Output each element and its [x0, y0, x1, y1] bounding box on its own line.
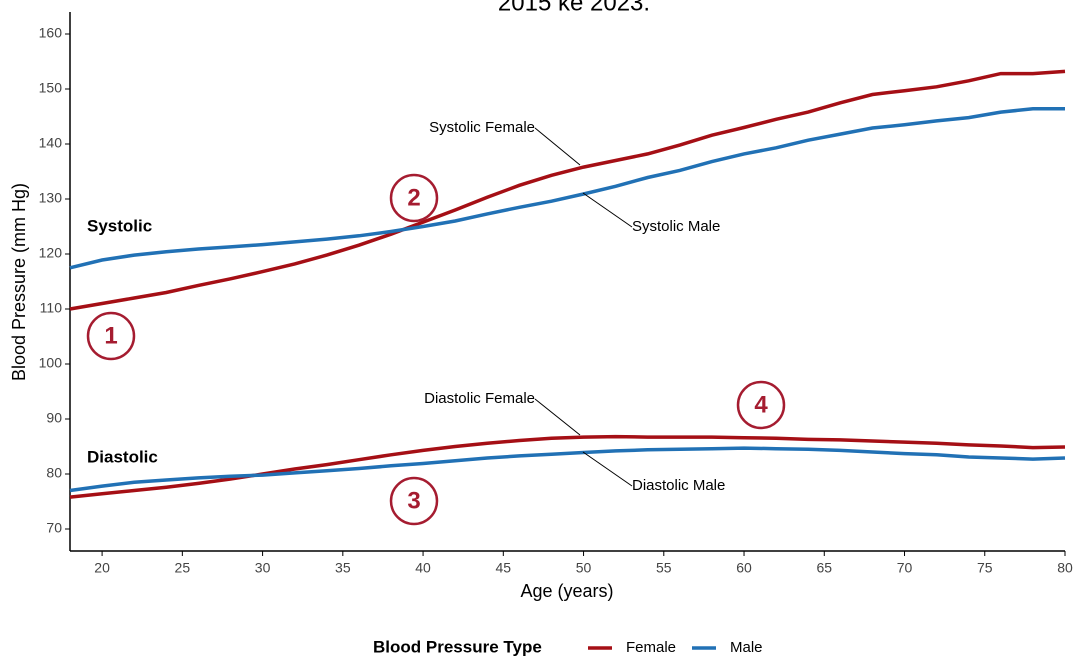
- leader-line: [582, 192, 633, 228]
- legend-label: Male: [730, 639, 763, 656]
- x-tick-label: 40: [415, 560, 431, 576]
- series-annotation: Diastolic Male: [632, 477, 725, 494]
- y-tick-label: 100: [39, 355, 63, 371]
- callout-circle: [86, 311, 136, 361]
- leader-line: [534, 127, 581, 166]
- legend-label: Female: [626, 639, 676, 656]
- x-tick-label: 65: [816, 560, 832, 576]
- x-tick-label: 60: [736, 560, 752, 576]
- x-tick-label: 55: [656, 560, 672, 576]
- x-tick-label: 70: [897, 560, 913, 576]
- chart-title: 2015 ke 2023.: [498, 0, 650, 16]
- callout-number: 1: [104, 322, 117, 349]
- y-tick-label: 160: [39, 25, 63, 41]
- x-tick-label: 75: [977, 560, 993, 576]
- leader-line: [534, 398, 581, 436]
- group-label: Systolic: [87, 216, 152, 235]
- y-tick-label: 140: [39, 135, 63, 151]
- series-annotation: Systolic Female: [429, 119, 535, 136]
- callout-circle: [389, 476, 439, 526]
- series-annotation: Diastolic Female: [424, 390, 535, 407]
- series-annotation: Systolic Male: [632, 218, 720, 235]
- callout-circle: [736, 380, 786, 430]
- y-tick-label: 90: [46, 410, 62, 426]
- x-tick-label: 30: [255, 560, 271, 576]
- y-tick-label: 120: [39, 245, 63, 261]
- y-tick-label: 70: [46, 520, 62, 536]
- series-line: [69, 107, 1065, 270]
- y-tick-label: 150: [39, 80, 63, 96]
- group-label: Diastolic: [87, 447, 158, 466]
- y-tick-label: 130: [39, 190, 63, 206]
- x-axis-label: Age (years): [520, 581, 613, 601]
- callout-number: 4: [754, 391, 768, 418]
- x-tick-label: 35: [335, 560, 351, 576]
- callout-number: 2: [407, 184, 420, 211]
- y-tick-label: 110: [40, 300, 63, 316]
- series-line: [69, 446, 1066, 493]
- x-tick-label: 45: [496, 560, 512, 576]
- y-tick-label: 80: [46, 465, 62, 481]
- series-line: [69, 69, 1066, 311]
- x-tick-label: 25: [175, 560, 191, 576]
- callout-number: 3: [407, 487, 420, 514]
- x-tick-label: 20: [94, 560, 110, 576]
- y-axis-label: Blood Pressure (mm Hg): [9, 183, 29, 381]
- callout-circle: [389, 173, 439, 223]
- x-tick-label: 80: [1057, 560, 1073, 576]
- legend-title: Blood Pressure Type: [373, 637, 542, 656]
- series-line: [69, 434, 1066, 499]
- x-tick-label: 50: [576, 560, 592, 576]
- leader-line: [582, 451, 633, 487]
